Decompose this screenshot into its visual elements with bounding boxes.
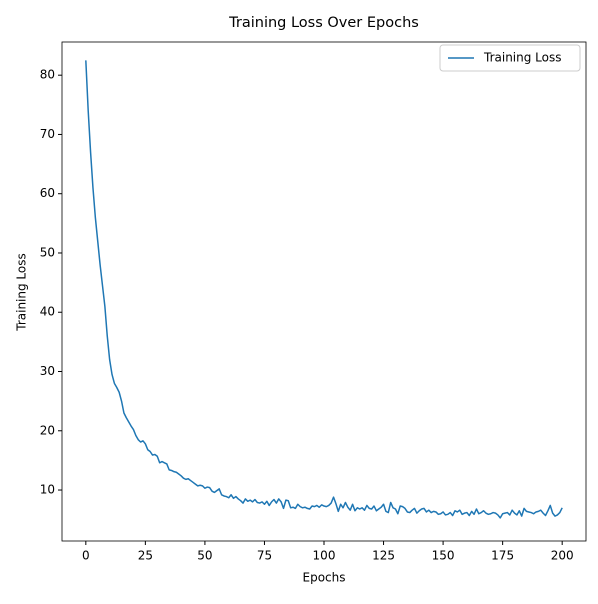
y-tick-label: 70 — [40, 127, 55, 141]
y-tick-label: 10 — [40, 483, 55, 497]
x-tick-label: 25 — [138, 549, 153, 563]
y-tick-label: 50 — [40, 245, 55, 259]
x-tick-label: 50 — [197, 549, 212, 563]
x-tick-label: 200 — [551, 549, 574, 563]
x-tick-label: 150 — [432, 549, 455, 563]
x-tick-label: 75 — [257, 549, 272, 563]
y-tick-label: 60 — [40, 186, 55, 200]
legend-label: Training Loss — [483, 51, 561, 65]
y-axis-label: Training Loss — [15, 253, 29, 331]
x-tick-label: 125 — [372, 549, 395, 563]
x-tick-label: 175 — [491, 549, 514, 563]
x-axis-label: Epochs — [303, 571, 346, 585]
plot-frame — [61, 41, 587, 542]
y-tick-label: 30 — [40, 364, 55, 378]
legend-box — [439, 44, 581, 72]
line — [85, 60, 563, 519]
x-tick-label: 0 — [82, 549, 90, 563]
x-tick-label: 100 — [313, 549, 336, 563]
y-tick-label: 80 — [40, 68, 55, 82]
y-tick-label: 40 — [40, 305, 55, 319]
chart-title: Training Loss Over Epochs — [228, 15, 419, 31]
y-tick-label: 20 — [40, 423, 55, 437]
